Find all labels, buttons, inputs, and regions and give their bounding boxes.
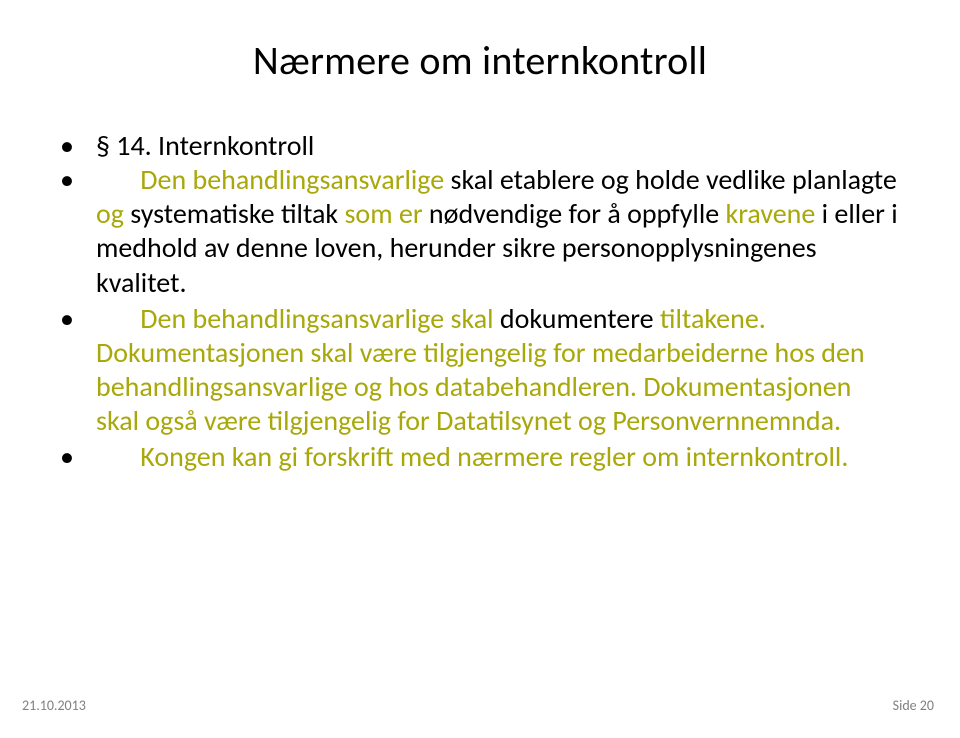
p1-run6: nødvendige for å oppfylle xyxy=(429,196,726,231)
p2-run1: Den behandlingsansvarlige skal xyxy=(96,301,500,336)
footer: 21.10.2013 Side 20 xyxy=(0,697,960,714)
p1-run1: Den behandlingsansvarlige xyxy=(96,162,451,197)
section-label: § 14. Internkontroll xyxy=(96,128,314,163)
bullet-icon: • xyxy=(60,302,74,336)
p1-run5: som er xyxy=(344,196,428,231)
bullet-line-1: • § 14. Internkontroll xyxy=(60,129,900,163)
p1-run2: skal etablere og holde vedlike planlagte xyxy=(451,162,897,197)
bullet-line-3: • Den behandlingsansvarlige skal dokumen… xyxy=(60,302,900,441)
p1-run4: systematiske tiltak xyxy=(130,196,344,231)
p1-run3: og xyxy=(96,196,130,231)
bullet-icon: • xyxy=(60,163,74,197)
slide: Nærmere om internkontroll • § 14. Intern… xyxy=(0,0,960,738)
bullet-icon: • xyxy=(60,129,74,163)
p3-run1: Kongen kan gi forskrift med nærmere regl… xyxy=(96,439,848,474)
bullet-line-2: • Den behandlingsansvarlige skal etabler… xyxy=(60,163,900,302)
p1-run7: kravene xyxy=(726,196,822,231)
bullet-icon: • xyxy=(60,440,74,474)
footer-page: Side 20 xyxy=(893,697,934,714)
footer-date: 21.10.2013 xyxy=(22,697,86,714)
body-content: • § 14. Internkontroll • Den behandlings… xyxy=(60,129,900,477)
page-title: Nærmere om internkontroll xyxy=(60,36,900,85)
p2-run2: dokumentere xyxy=(500,301,660,336)
bullet-line-4: • Kongen kan gi forskrift med nærmere re… xyxy=(60,440,900,476)
